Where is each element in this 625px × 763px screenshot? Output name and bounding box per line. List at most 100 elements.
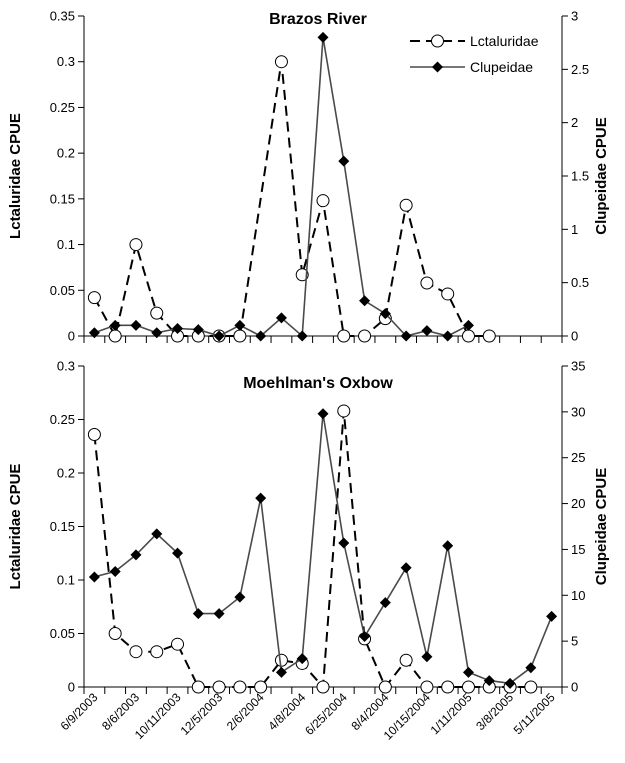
y-tick-label-left: 0.35 [50, 9, 75, 24]
y-tick-label-right: 35 [571, 359, 585, 374]
data-point-lctaluridae [337, 404, 351, 418]
data-point-clupeidae [213, 608, 225, 620]
y-tick-label-left: 0.3 [57, 359, 75, 374]
series-line-clupeidae [94, 413, 553, 685]
data-point-clupeidae [172, 323, 184, 335]
data-point-clupeidae [317, 408, 329, 420]
y-tick-label-left: 0.3 [57, 54, 75, 69]
data-point-lctaluridae [171, 637, 185, 651]
data-point-clupeidae [275, 312, 287, 324]
data-point-lctaluridae [191, 680, 205, 694]
legend-marker-clupeidae [432, 61, 443, 73]
chart-title: Brazos River [269, 11, 367, 28]
data-point-clupeidae [421, 651, 433, 663]
data-point-clupeidae [255, 492, 267, 504]
data-point-lctaluridae [441, 287, 455, 301]
data-point-clupeidae [192, 324, 204, 336]
data-point-clupeidae [442, 540, 454, 552]
data-point-clupeidae [525, 662, 537, 674]
data-point-lctaluridae [129, 645, 143, 659]
y-tick-label-right: 0 [571, 680, 578, 695]
y-tick-label-left: 0.2 [57, 146, 75, 161]
x-tick-label: 8/4/2004 [349, 690, 392, 733]
data-point-lctaluridae [524, 680, 538, 694]
data-point-lctaluridae [295, 268, 309, 282]
data-point-lctaluridae [441, 680, 455, 694]
data-point-lctaluridae [399, 198, 413, 212]
data-point-clupeidae [275, 666, 287, 678]
x-tick-label: 5/11/2005 [511, 690, 558, 737]
data-point-clupeidae [109, 319, 121, 331]
y-tick-label-right: 0 [571, 329, 578, 344]
x-tick-label: 6/25/2004 [302, 690, 350, 738]
series-line-clupeidae [94, 37, 469, 338]
y-tick-label-left: 0.1 [57, 573, 75, 588]
data-point-clupeidae [130, 319, 142, 331]
data-point-clupeidae [359, 295, 371, 307]
data-point-clupeidae [421, 325, 433, 337]
x-axis-labels: 6/9/20038/6/200310/11/200312/5/20032/6/2… [58, 690, 558, 743]
y-tick-label-right: 2 [571, 115, 578, 130]
data-point-clupeidae [400, 562, 412, 574]
y-tick-label-left: 0 [68, 680, 75, 695]
y-tick-label-left: 0 [68, 329, 75, 344]
data-point-clupeidae [462, 319, 474, 331]
x-tick-label: 6/9/2003 [58, 690, 101, 733]
data-point-lctaluridae [233, 329, 247, 343]
data-point-lctaluridae [358, 329, 372, 343]
data-point-lctaluridae [420, 276, 434, 290]
data-point-lctaluridae [87, 291, 101, 305]
y-axis-title-left: Lctaluridae CPUE [7, 113, 24, 239]
x-tick-label: 12/5/2003 [178, 690, 226, 738]
data-point-lctaluridae [233, 680, 247, 694]
data-point-clupeidae [338, 155, 350, 167]
y-axis-title-right: Clupeidae CPUE [593, 117, 610, 235]
y-tick-label-left: 0.15 [50, 191, 75, 206]
y-tick-label-right: 15 [571, 542, 585, 557]
data-point-clupeidae [504, 677, 516, 689]
y-tick-label-right: 1.5 [571, 169, 589, 184]
data-point-lctaluridae [461, 329, 475, 343]
legend-label-clupeidae: Clupeidae [470, 59, 533, 75]
data-point-lctaluridae [212, 680, 226, 694]
data-point-clupeidae [379, 597, 391, 609]
panel-moehlmans-oxbow: 0 0.05 0.1 0.15 0.2 0.25 0.3 0 5 10 15 20 25 30 35 Lcta… [7, 359, 610, 695]
series-line-lctaluridae [93, 410, 531, 690]
y-tick-label-right: 1 [571, 222, 578, 237]
y-tick-label-left: 0.05 [50, 626, 75, 641]
data-point-lctaluridae [150, 645, 164, 659]
data-point-clupeidae [442, 330, 454, 342]
data-point-clupeidae [546, 610, 558, 622]
data-point-clupeidae [213, 330, 225, 342]
data-point-lctaluridae [150, 306, 164, 320]
data-point-clupeidae [130, 549, 142, 561]
x-tick-label: 3/8/2005 [473, 690, 516, 733]
data-point-lctaluridae [274, 653, 288, 667]
y-tick-label-right: 20 [571, 496, 585, 511]
legend-marker-lctaluridae [431, 34, 444, 48]
data-point-clupeidae [338, 537, 350, 549]
data-point-clupeidae [359, 631, 371, 643]
data-point-clupeidae [317, 31, 329, 43]
y-tick-label-right: 10 [571, 588, 585, 603]
data-point-lctaluridae [108, 329, 122, 343]
data-point-lctaluridae [420, 680, 434, 694]
x-tick-label: 1/11/2005 [428, 690, 475, 737]
y-axis-title-left: Lctaluridae CPUE [7, 464, 24, 590]
data-point-clupeidae [88, 571, 100, 583]
data-point-clupeidae [88, 327, 100, 339]
data-point-lctaluridae [378, 680, 392, 694]
y-tick-label-left: 0.25 [50, 100, 75, 115]
data-point-clupeidae [109, 565, 121, 577]
data-point-clupeidae [172, 547, 184, 559]
chart-title: Moehlman's Oxbow [243, 375, 393, 392]
y-tick-label-left: 0.2 [57, 466, 75, 481]
data-point-clupeidae [483, 675, 495, 687]
data-point-clupeidae [462, 666, 474, 678]
data-point-clupeidae [296, 653, 308, 665]
data-point-lctaluridae [129, 238, 143, 252]
data-point-lctaluridae [254, 680, 268, 694]
data-point-clupeidae [296, 330, 308, 342]
data-point-clupeidae [151, 327, 163, 339]
data-point-lctaluridae [274, 55, 288, 69]
